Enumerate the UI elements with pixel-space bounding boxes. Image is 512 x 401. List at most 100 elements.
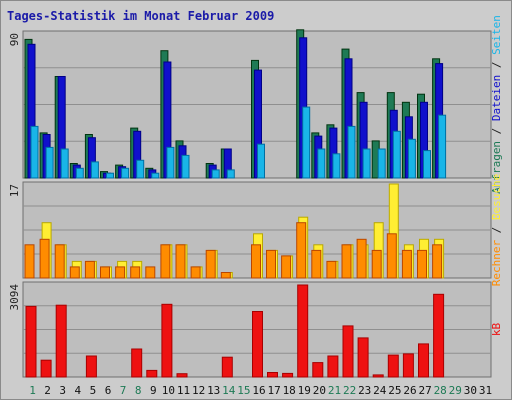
bar-kb-day-1 xyxy=(25,305,37,378)
bar-seiten-day-7 xyxy=(121,167,130,179)
bar-seiten-day-27 xyxy=(423,150,431,179)
bar-rechner-day-10 xyxy=(160,244,171,279)
bar-seiten-day-24 xyxy=(377,148,386,179)
y-tick-visits: 17 xyxy=(8,184,21,197)
bar-rechner-day-26 xyxy=(401,249,412,279)
x-tick-day-4: 4 xyxy=(74,384,81,397)
bar-seiten-day-10 xyxy=(166,146,175,179)
bar-kb-day-3 xyxy=(55,304,67,378)
x-tick-day-9: 9 xyxy=(150,384,157,397)
legend-item-seiten: Seiten xyxy=(490,15,503,55)
legend-item-anfragen: Anfragen xyxy=(490,141,503,194)
bar-rechner-day-21 xyxy=(326,260,337,279)
x-tick-day-19: 19 xyxy=(298,384,311,397)
bar-kb-day-8 xyxy=(131,348,143,378)
bar-rechner-day-7 xyxy=(115,266,126,279)
bar-kb-day-22 xyxy=(342,325,354,378)
x-tick-day-5: 5 xyxy=(90,384,97,397)
bar-kb-day-27 xyxy=(418,343,429,378)
bar-rechner-day-16 xyxy=(251,244,261,279)
y-tick-hits: 90 xyxy=(8,33,21,46)
bar-rechner-day-6 xyxy=(100,266,110,279)
bar-kb-day-26 xyxy=(402,353,414,378)
bar-kb-day-18 xyxy=(282,372,294,378)
x-tick-day-3: 3 xyxy=(59,384,66,397)
bar-seiten-day-20 xyxy=(317,148,326,179)
bar-seiten-day-3 xyxy=(60,148,69,179)
bar-seiten-day-4 xyxy=(75,167,84,179)
legend-kb: kB xyxy=(490,323,503,337)
chart-title: Tages-Statistik im Monat Februar 2009 xyxy=(7,9,274,23)
bar-rechner-day-11 xyxy=(175,244,186,279)
x-tick-day-6: 6 xyxy=(105,384,112,397)
x-tick-day-17: 17 xyxy=(267,384,280,397)
x-tick-day-24: 24 xyxy=(373,384,387,397)
bar-rechner-day-1 xyxy=(24,244,35,279)
bar-rechner-day-18 xyxy=(281,255,292,279)
bar-seiten-day-2 xyxy=(45,146,54,179)
x-tick-day-28: 28 xyxy=(434,384,447,397)
bar-rechner-day-9 xyxy=(145,266,156,279)
x-tick-day-22: 22 xyxy=(343,384,356,397)
legend-item-kb: kB xyxy=(490,323,503,337)
bar-kb-day-17 xyxy=(267,372,278,378)
bar-seiten-day-28 xyxy=(438,114,447,179)
bar-seiten-day-9 xyxy=(151,172,160,179)
bar-rechner-day-2 xyxy=(39,238,50,279)
bar-rechner-day-27 xyxy=(417,249,427,279)
bar-kb-day-23 xyxy=(357,337,369,378)
bar-kb-day-21 xyxy=(327,355,339,378)
bar-rechner-day-13 xyxy=(205,249,216,279)
legend-item-dateien: Dateien xyxy=(490,75,503,121)
bar-kb-day-5 xyxy=(85,355,97,378)
bar-rechner-day-5 xyxy=(84,260,95,279)
bar-kb-day-9 xyxy=(146,369,158,378)
legend-separator: / xyxy=(490,55,503,75)
legend-visits: Rechner / Besuche xyxy=(490,174,503,287)
bar-seiten-day-8 xyxy=(136,159,145,179)
chart-plots: 90 Anfragen / Dateien / Seiten 17 Rechner /… xyxy=(8,15,503,397)
bar-rechner-day-24 xyxy=(371,249,382,279)
x-tick-day-11: 11 xyxy=(177,384,190,397)
bar-seiten-day-14 xyxy=(226,169,235,179)
y-tick-kb: 3094 xyxy=(8,284,21,311)
bar-rechner-day-3 xyxy=(54,244,65,279)
x-tick-day-18: 18 xyxy=(283,384,296,397)
bar-seiten-day-23 xyxy=(362,148,371,179)
x-tick-day-21: 21 xyxy=(328,384,341,397)
x-tick-day-30: 30 xyxy=(464,384,477,397)
x-tick-day-15: 15 xyxy=(237,384,250,397)
bar-rechner-day-17 xyxy=(266,249,276,279)
bar-kb-day-2 xyxy=(40,359,52,378)
bar-seiten-day-1 xyxy=(30,125,39,179)
bar-rechner-day-25 xyxy=(386,233,397,279)
bar-seiten-day-26 xyxy=(407,138,416,179)
x-tick-day-29: 29 xyxy=(449,384,462,397)
x-tick-day-20: 20 xyxy=(313,384,326,397)
bar-rechner-day-12 xyxy=(190,266,201,279)
bar-kb-day-19 xyxy=(297,284,309,378)
bar-seiten-day-16 xyxy=(257,143,265,179)
legend-hits: Anfragen / Dateien / Seiten xyxy=(490,15,503,194)
x-tick-day-12: 12 xyxy=(192,384,205,397)
x-tick-day-31: 31 xyxy=(479,384,492,397)
x-tick-day-25: 25 xyxy=(388,384,401,397)
x-tick-day-26: 26 xyxy=(403,384,416,397)
bar-rechner-day-23 xyxy=(356,238,367,279)
bar-seiten-day-19 xyxy=(302,106,311,179)
x-tick-day-14: 14 xyxy=(222,384,236,397)
bar-rechner-day-4 xyxy=(69,266,80,279)
bar-kb-day-16 xyxy=(252,311,263,378)
bar-rechner-day-22 xyxy=(341,244,352,279)
bar-kb-day-11 xyxy=(176,373,188,378)
bar-kb-day-20 xyxy=(312,362,324,378)
legend-separator: / xyxy=(490,220,503,240)
legend-item-rechner: Rechner xyxy=(490,240,503,287)
bar-rechner-day-14 xyxy=(220,272,231,279)
bar-seiten-day-25 xyxy=(392,130,401,179)
bar-seiten-day-13 xyxy=(211,169,220,179)
x-tick-day-7: 7 xyxy=(120,384,127,397)
bar-kb-day-24 xyxy=(372,374,384,378)
x-tick-day-10: 10 xyxy=(162,384,175,397)
